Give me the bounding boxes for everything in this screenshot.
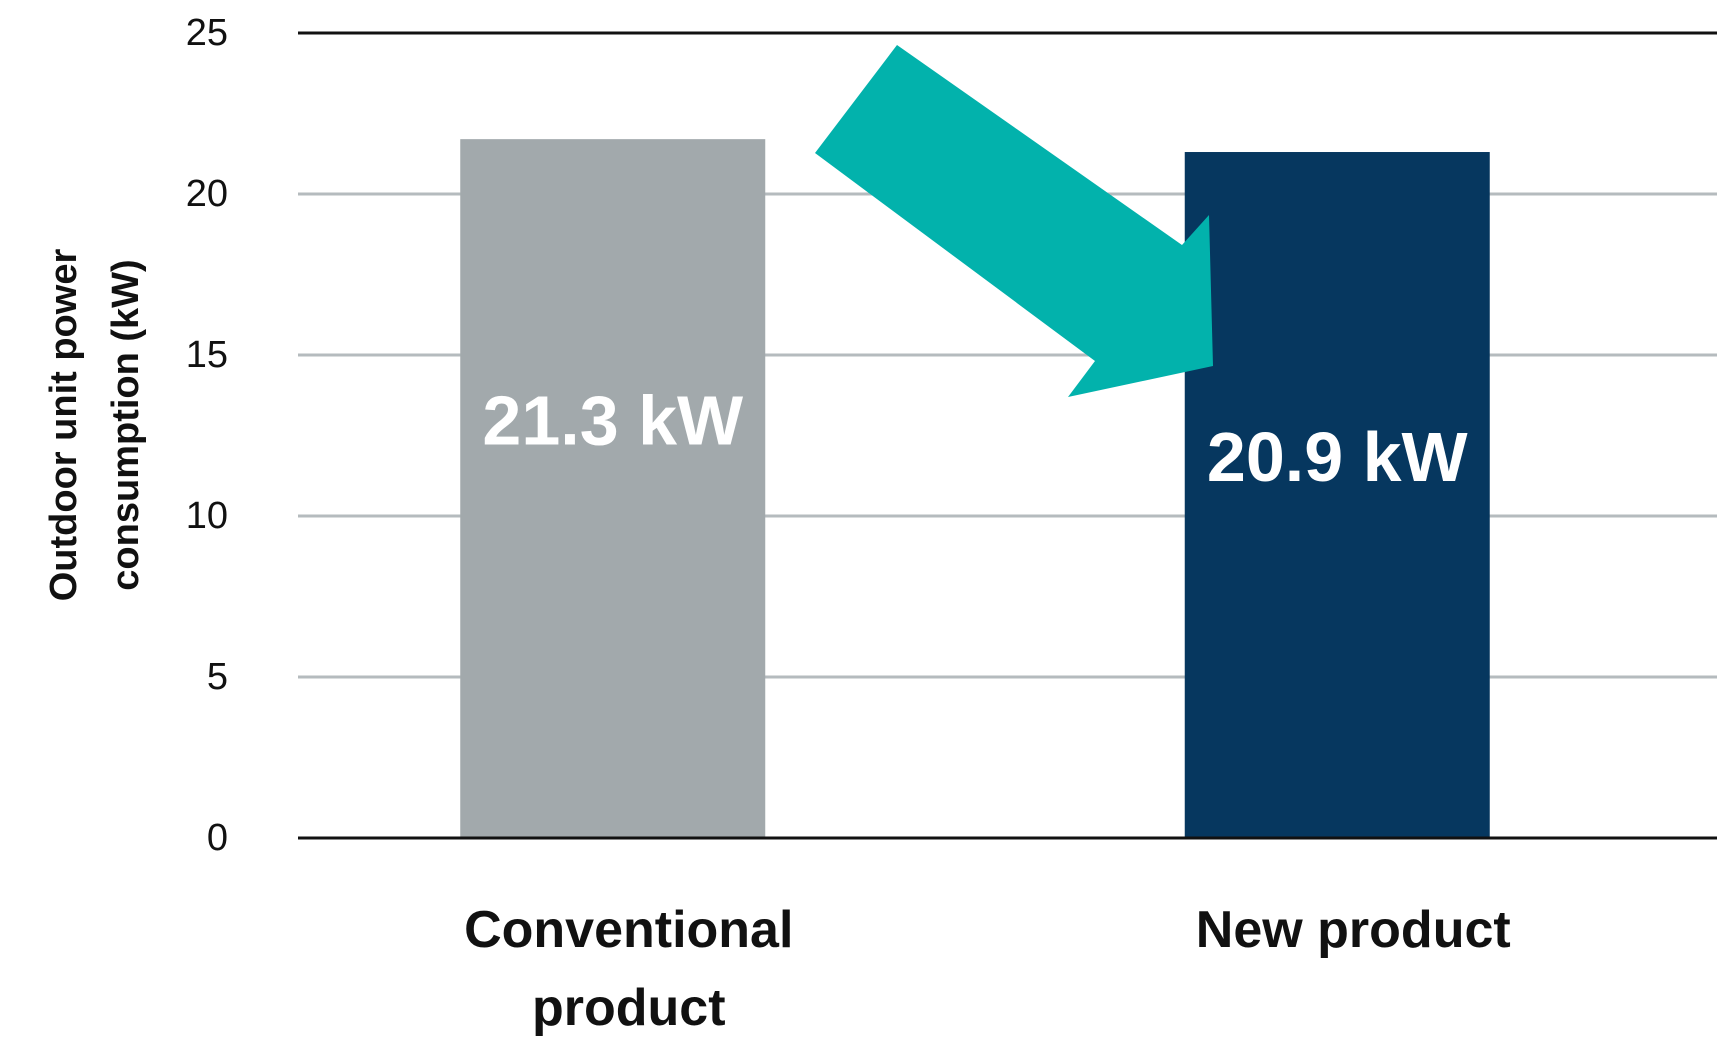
y-axis-label-line: consumption (kW)	[105, 259, 147, 590]
y-tick-label: 5	[207, 656, 228, 698]
y-tick-label: 0	[207, 817, 228, 859]
axes	[298, 31, 1717, 840]
bar	[460, 139, 766, 838]
category-labels: Conventional product New product	[464, 901, 1511, 1037]
y-axis-label-line: Outdoor unit power	[43, 249, 85, 602]
category-label: product	[532, 979, 726, 1037]
bar-value-label: 20.9 kW	[1207, 418, 1468, 496]
category-label: Conventional	[464, 901, 793, 959]
bar-value-label: 21.3 kW	[482, 382, 743, 460]
bar	[1184, 152, 1490, 838]
y-tick-label: 15	[186, 334, 228, 376]
y-axis-label-lines: Outdoor unit power consumption (kW)	[43, 249, 147, 602]
y-tick-labels: 0 5 10 15 20 25	[186, 12, 228, 859]
y-tick-label: 25	[186, 12, 228, 54]
y-tick-label: 10	[186, 495, 228, 537]
data-labels: 21.3 kW 20.9 kW	[482, 382, 1467, 496]
decrease-arrow-icon	[815, 45, 1213, 397]
bars	[460, 139, 1490, 838]
category-label: New product	[1196, 901, 1511, 959]
y-axis-label: Outdoor unit power consumption (kW)	[43, 249, 147, 602]
y-tick-label: 20	[186, 173, 228, 215]
